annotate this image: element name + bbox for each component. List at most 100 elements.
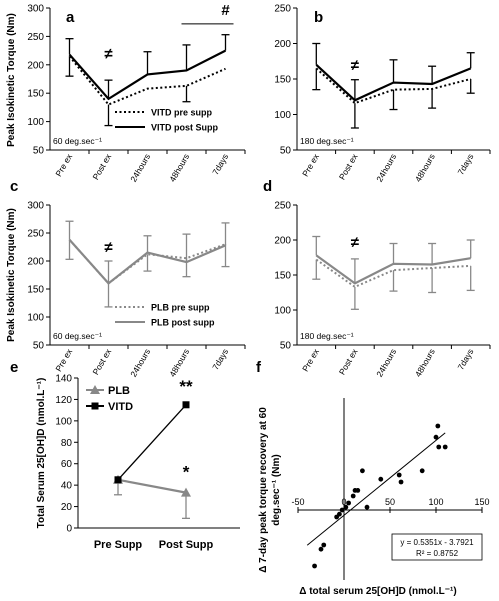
f-scatter-point	[364, 504, 370, 510]
f-scatter-point	[318, 546, 324, 552]
f-x-tick-label: 0	[341, 497, 346, 507]
f-scatter-point	[337, 511, 342, 517]
e-x-tick-label: Pre Supp	[94, 539, 143, 551]
e-marker-square	[182, 401, 190, 409]
b-x-tick-label: Pre ex	[300, 151, 321, 178]
panel-letter-d: d	[263, 178, 272, 195]
f-scatter-point	[419, 468, 425, 474]
f-scatter-point	[312, 563, 317, 569]
b-series-line-pre	[315, 67, 471, 105]
e-significance-marker: **	[179, 377, 193, 396]
a-x-tick-label: 24hours	[128, 152, 152, 184]
a-x-tick-label: 7days	[210, 152, 230, 177]
e-legend-label: VITD	[108, 401, 133, 413]
e-y-tick-label: 80	[61, 438, 73, 449]
f-x-axis-label: Δ total serum 25[OH]D (nmol.L⁻¹)	[299, 586, 456, 597]
shared-ylabel-top: Peak Isokinetic Torque (Nm)	[6, 13, 17, 147]
a-series-line-pre	[68, 55, 226, 106]
b-x-tick-label: Post ex	[337, 151, 360, 181]
d-x-tick-label: 7days	[455, 347, 475, 372]
a-y-tick-label: 100	[27, 117, 44, 128]
panel-letter-e: e	[10, 359, 18, 376]
d-y-tick-label: 100	[274, 306, 291, 317]
c-x-tick-label: Post ex	[90, 346, 113, 376]
panel-a-chart: 50 100 150 200 250 300 Pre ex Post ex 24hours 48h…	[27, 2, 246, 184]
a-x-tick-label: 48hours	[167, 152, 191, 184]
b-y-tick-label: 150	[274, 75, 291, 86]
e-series-line-vitd	[117, 404, 187, 481]
e-y-tick-label: 20	[61, 502, 73, 513]
f-scatter-point	[378, 476, 384, 482]
c-x-tick-label: Pre ex	[53, 346, 74, 373]
b-x-tick-label: 48hours	[413, 152, 437, 184]
a-y-tick-label: 250	[27, 32, 44, 43]
f-x-tick-label: 100	[428, 497, 443, 507]
panel-letter-f: f	[256, 359, 262, 376]
f-scatter-point	[346, 500, 351, 506]
f-r-squared: R² = 0.8752	[416, 549, 459, 558]
a-y-tick-label: 50	[33, 146, 45, 157]
c-y-tick-label: 150	[27, 285, 44, 296]
a-significance-marker: ≠	[104, 46, 113, 63]
a-y-tick-label: 200	[27, 60, 44, 71]
d-x-tick-label: 24hours	[374, 347, 398, 379]
e-significance-marker: *	[183, 463, 190, 482]
d-y-tick-label: 150	[274, 271, 291, 282]
c-x-tick-label: 24hours	[128, 347, 152, 379]
b-x-tick-label: 7days	[455, 152, 475, 177]
e-series-line-plb	[117, 478, 187, 494]
c-significance-marker: ≠	[104, 239, 113, 256]
b-y-tick-label: 50	[280, 146, 292, 157]
f-scatter-point	[343, 504, 349, 510]
d-x-tick-label: Post ex	[337, 346, 360, 376]
e-legend-label: PLB	[108, 385, 130, 397]
d-significance-marker: ≠	[351, 234, 360, 251]
f-scatter-point	[321, 542, 327, 548]
f-x-tick-label: -50	[291, 497, 304, 507]
f-y-axis-label-line1: Δ 7-day peak torque recovery at 60	[258, 407, 269, 573]
a-legend-label: VITD post Supp	[151, 123, 218, 133]
panel-e-chart: 0 20 40 60 80 100 120 140 Pre Supp Post Supp Total…	[36, 374, 240, 551]
f-scatter-point	[398, 479, 404, 485]
b-y-tick-label: 100	[274, 110, 291, 121]
b-y-tick-label: 250	[274, 4, 291, 15]
e-y-tick-label: 140	[55, 374, 72, 385]
f-equation: y = 0.5351x - 3.7921	[400, 538, 474, 547]
f-scatter-point	[442, 444, 448, 450]
f-scatter-point	[339, 507, 345, 513]
f-x-tick-label: 50	[385, 497, 395, 507]
b-y-tick-label: 200	[274, 39, 291, 50]
a-y-tick-label: 150	[27, 89, 44, 100]
f-scatter-point	[350, 493, 356, 499]
e-marker-square	[114, 476, 122, 484]
e-y-tick-label: 0	[66, 524, 72, 535]
panel-b-chart: 50 100 150 200 250 Pre ex Post ex 24hours 48hour…	[274, 4, 491, 184]
d-y-tick-label: 50	[280, 341, 292, 352]
e-marker-triangle	[181, 487, 191, 497]
a-x-tick-label: Post ex	[90, 151, 113, 181]
c-y-tick-label: 50	[33, 341, 45, 352]
a-y-tick-label: 300	[27, 4, 44, 15]
f-scatter-point	[396, 472, 402, 478]
f-scatter-point	[355, 488, 361, 493]
c-legend-label: PLB pre supp	[151, 303, 210, 313]
f-scatter-point	[360, 468, 365, 474]
e-y-tick-label: 100	[55, 416, 72, 427]
f-scatter-point	[436, 444, 442, 450]
c-legend-label: PLB post supp	[151, 318, 215, 328]
d-y-tick-label: 250	[274, 201, 291, 212]
b-speed-label: 180 deg.sec⁻¹	[300, 136, 354, 146]
b-x-tick-label: 24hours	[374, 152, 398, 184]
panel-f-chart: -50 0 50 100 150 y = 0.5351x - 3.7921 R² = 0.8…	[258, 398, 490, 597]
f-scatter-point	[433, 434, 439, 440]
e-legend-marker	[91, 402, 99, 410]
d-x-tick-label: 48hours	[413, 347, 437, 379]
c-x-tick-label: 7days	[210, 347, 230, 372]
c-x-tick-label: 48hours	[167, 347, 191, 379]
c-y-tick-label: 200	[27, 257, 44, 268]
d-x-tick-label: Pre ex	[300, 346, 321, 373]
d-speed-label: 180 deg.sec⁻¹	[300, 331, 354, 341]
c-y-tick-label: 300	[27, 201, 44, 212]
panel-letter-a: a	[66, 9, 75, 26]
c-speed-label: 60 deg.sec⁻¹	[53, 331, 102, 341]
